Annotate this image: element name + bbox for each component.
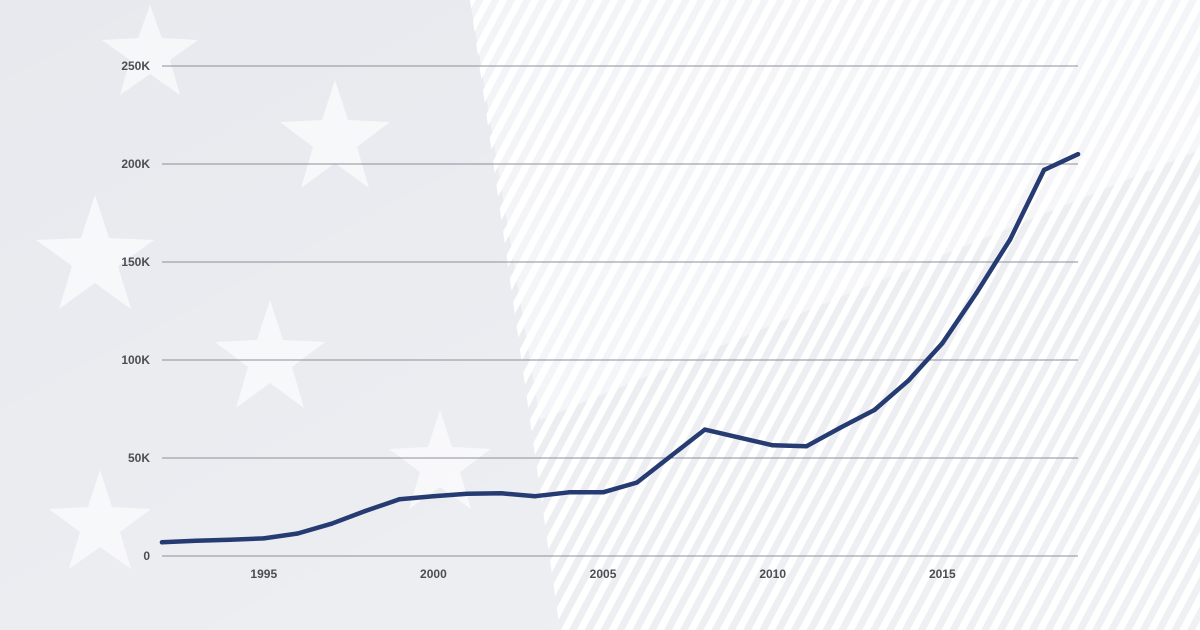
data-point: [702, 427, 708, 432]
data-point: [940, 341, 945, 346]
data-point: [974, 291, 979, 296]
data-point: [668, 453, 674, 459]
data-point: [532, 494, 538, 499]
y-tick-label: 200K: [121, 157, 150, 171]
data-point: [465, 491, 470, 496]
data-point: [872, 407, 877, 413]
y-tick-label: 100K: [121, 353, 150, 367]
data-point: [261, 536, 266, 541]
series-layer: [159, 151, 1081, 545]
data-point: [600, 490, 606, 495]
x-tick-label: 1995: [250, 567, 277, 581]
x-tick-label: 2015: [929, 567, 956, 581]
data-point: [227, 537, 233, 542]
data-point: [804, 444, 809, 449]
y-tick-label: 150K: [121, 255, 150, 269]
data-point: [1075, 152, 1081, 157]
data-point: [193, 538, 199, 543]
gridlines: [162, 65, 1078, 557]
y-tick-label: 50K: [128, 451, 150, 465]
data-point: [397, 496, 402, 502]
data-point: [634, 480, 640, 485]
data-point: [1041, 167, 1047, 173]
y-tick-label: 0: [143, 549, 150, 563]
data-point: [770, 443, 775, 448]
data-point: [906, 378, 911, 383]
data-point: [838, 425, 843, 430]
data-point: [363, 508, 368, 514]
x-tick-label: 2010: [759, 567, 786, 581]
data-point: [736, 435, 741, 440]
y-axis-ticks: 0 50K 100K 150K 200K 250K: [121, 59, 150, 563]
data-point: [329, 521, 334, 526]
x-axis-ticks: 1995 2000 2005 2010 2015: [250, 567, 956, 581]
data-point: [566, 490, 572, 495]
data-point: [499, 491, 504, 496]
series-line: [159, 151, 1081, 545]
data-point: [159, 540, 165, 545]
data-point: [431, 494, 436, 499]
data-point: [1007, 237, 1013, 242]
x-tick-label: 2000: [420, 567, 447, 581]
data-point: [295, 531, 300, 536]
x-tick-label: 2005: [590, 567, 617, 581]
y-tick-label: 250K: [121, 59, 150, 73]
